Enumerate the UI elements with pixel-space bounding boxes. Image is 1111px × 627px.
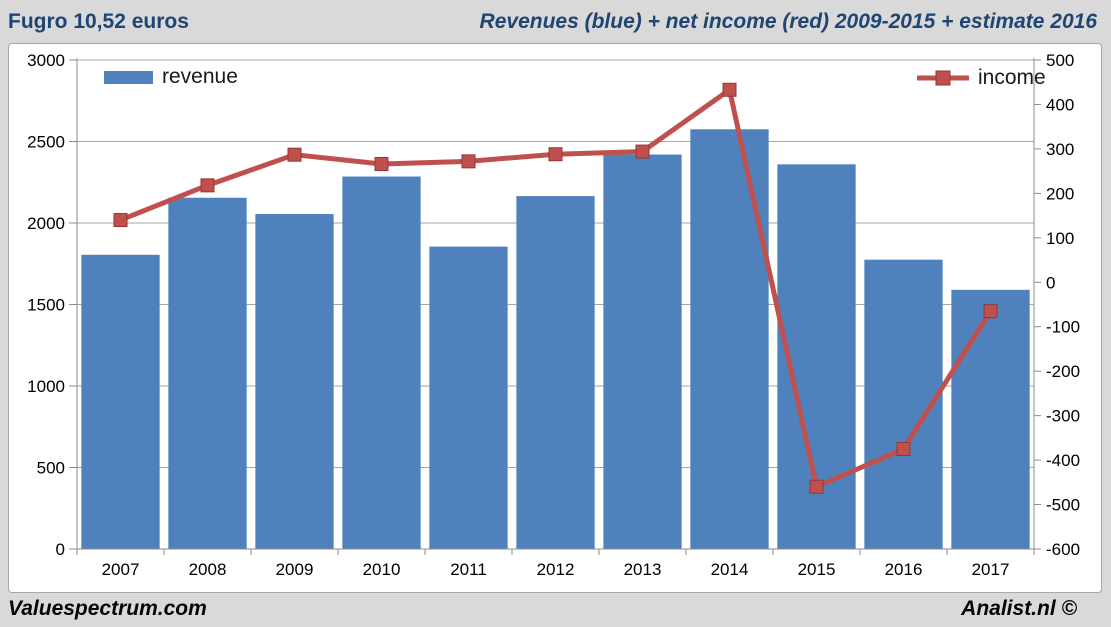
right-axis-tick-label: -100 (1046, 318, 1080, 337)
income-marker-2017 (983, 304, 998, 319)
x-axis-category-label: 2011 (450, 560, 487, 579)
right-axis-tick-label: -300 (1046, 407, 1080, 426)
header: Fugro 10,52 euros Revenues (blue) + net … (8, 6, 1097, 38)
revenue-bar-2008 (168, 197, 247, 550)
right-axis-tick-label: 200 (1046, 184, 1074, 203)
revenue-bar-2010 (342, 176, 421, 550)
right-axis-tick-label: 100 (1046, 229, 1074, 248)
stock-title: Fugro 10,52 euros (8, 10, 189, 33)
revenue-bar-2012 (516, 196, 595, 550)
income-marker-2008 (200, 178, 215, 193)
income-marker-2011 (461, 154, 476, 169)
analist-brand: Analist.nl © (961, 597, 1077, 620)
chart-area: 0 500 1000 1500 2000 2500 3000 -600 -500 -400 -300… (8, 43, 1102, 593)
left-axis-tick-label: 2000 (27, 214, 65, 233)
x-axis-category-label: 2009 (276, 560, 314, 579)
right-axis-tick-label: 400 (1046, 95, 1074, 114)
x-axis-category-label: 2013 (624, 560, 662, 579)
income-marker-2010 (374, 157, 389, 172)
revenue-bars (81, 129, 1030, 550)
left-axis-tick-label: 3000 (27, 51, 65, 70)
x-axis-category-label: 2012 (537, 560, 575, 579)
chart-canvas: 050010001500200025003000-600-500-400-300… (27, 51, 1080, 579)
axis-labels: 050010001500200025003000-600-500-400-300… (27, 51, 1080, 579)
income-marker-2009 (287, 147, 302, 162)
revenue-legend-label: revenue (162, 65, 238, 88)
revenue-bar-2009 (255, 214, 334, 549)
x-axis-category-label: 2015 (798, 560, 836, 579)
right-axis-tick-label: -200 (1046, 362, 1080, 381)
right-axis-tick-label: 300 (1046, 140, 1074, 159)
income-marker-2007 (113, 213, 128, 228)
x-axis-category-label: 2014 (711, 560, 749, 579)
revenue-bar-2017 (951, 289, 1030, 549)
revenue-bar-2007 (81, 254, 160, 549)
x-axis-category-label: 2010 (363, 560, 401, 579)
left-axis-tick-label: 500 (37, 459, 65, 478)
x-axis-category-label: 2007 (102, 560, 140, 579)
income-marker-2014 (722, 82, 737, 97)
right-axis-tick-label: -400 (1046, 451, 1080, 470)
right-axis-tick-label: 0 (1046, 273, 1055, 292)
x-axis-category-label: 2008 (189, 560, 227, 579)
valuespectrum-brand: Valuespectrum.com (8, 597, 207, 620)
income-marker-2012 (548, 147, 563, 162)
x-axis-category-label: 2016 (885, 560, 923, 579)
right-axis-tick-label: 500 (1046, 51, 1074, 70)
revenue-bar-2013 (603, 154, 682, 549)
axes (69, 58, 1041, 555)
income-line (113, 82, 998, 494)
income-marker-2013 (635, 144, 650, 159)
revenue-bar-2011 (429, 246, 508, 549)
right-axis-tick-label: -500 (1046, 496, 1080, 515)
income-marker-2015 (809, 479, 824, 494)
legend-income: income (917, 66, 1046, 90)
income-marker-2016 (896, 441, 911, 456)
legend-revenue: revenue (104, 65, 238, 89)
left-axis-tick-label: 0 (56, 540, 65, 559)
revenue-swatch-icon (104, 70, 153, 84)
x-axis-category-label: 2017 (972, 560, 1010, 579)
right-axis-tick-label: -600 (1046, 540, 1080, 559)
left-axis-tick-label: 1500 (27, 296, 65, 315)
revenue-bar-2014 (690, 129, 769, 549)
left-axis-tick-label: 2500 (27, 133, 65, 152)
income-marker-icon (917, 70, 969, 86)
income-legend-label: income (978, 66, 1046, 89)
left-axis-tick-label: 1000 (27, 377, 65, 396)
footer: Valuespectrum.com Analist.nl © (8, 596, 1077, 622)
chart-title: Revenues (blue) + net income (red) 2009-… (479, 10, 1097, 33)
